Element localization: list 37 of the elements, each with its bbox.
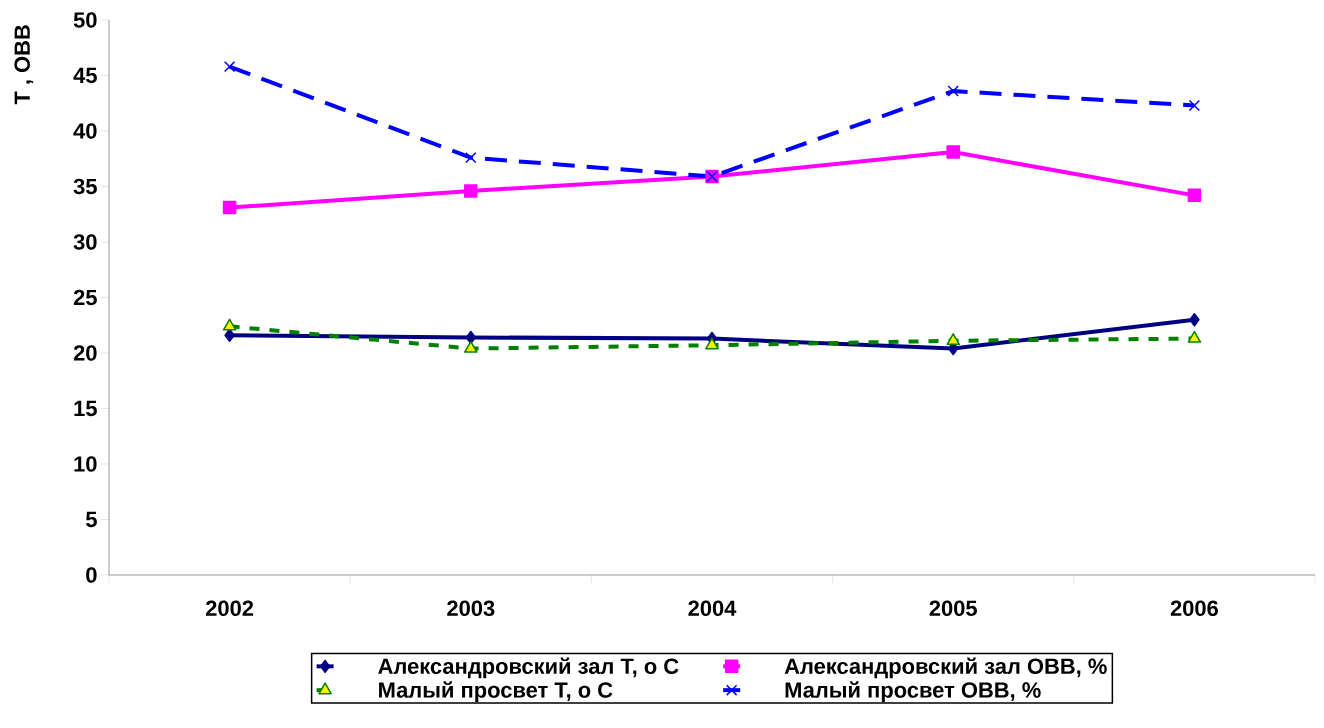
point (465, 330, 477, 345)
y-axis-title: Т , ОВВ (14, 25, 34, 105)
x-tick-label: 2006 (1170, 600, 1218, 617)
y-tick-label: 30 (73, 234, 97, 250)
point (705, 337, 719, 350)
y-tick-label: 40 (73, 123, 97, 139)
point (223, 60, 236, 73)
point (1187, 330, 1202, 343)
point (946, 333, 961, 346)
legend-label: Малый просвет Т, о С (379, 681, 613, 703)
y-tick-label: 0 (86, 567, 97, 583)
point (465, 151, 477, 164)
y-tick-label: 5 (85, 511, 97, 528)
y-tick-label: 50 (73, 12, 97, 28)
x-tick-label: 2004 (688, 600, 737, 617)
point (946, 145, 960, 159)
point (1188, 99, 1201, 112)
point (1189, 312, 1200, 327)
y-tick-label: 10 (74, 456, 97, 472)
x-tick-label: 2003 (447, 600, 495, 617)
point (947, 85, 959, 97)
point (222, 200, 237, 215)
x-tick-label: 2002 (205, 600, 254, 617)
x-tick-label: 2005 (929, 600, 977, 617)
point (224, 328, 235, 342)
y-tick-label: 15 (74, 400, 97, 417)
point (1187, 188, 1202, 203)
legend-label: Малый просвет ОВВ, % (785, 681, 1041, 703)
y-tick-label: 35 (73, 178, 97, 195)
legend-label: Александровский зал Т, о С (378, 657, 679, 679)
legend-label: Александровский зал ОВВ, % (784, 657, 1107, 679)
y-tick-label: 45 (73, 67, 97, 84)
y-tick-label: 20 (73, 345, 97, 361)
point (222, 318, 237, 331)
y-tick-label: 25 (73, 289, 97, 306)
point (464, 184, 478, 198)
point (463, 340, 478, 353)
